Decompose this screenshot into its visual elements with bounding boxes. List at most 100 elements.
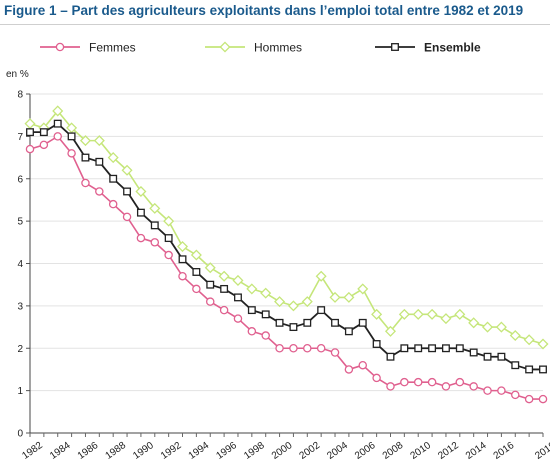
data-point-hommes — [246, 283, 258, 295]
data-point-ensemble — [220, 284, 229, 293]
data-point-femmes — [372, 373, 381, 383]
x-tick-label: 2016 — [492, 440, 517, 462]
data-point-ensemble — [95, 157, 104, 166]
data-point-ensemble — [192, 268, 201, 276]
data-point-femmes — [330, 348, 340, 357]
data-point-femmes — [233, 314, 243, 323]
data-point-hommes — [79, 135, 91, 147]
x-tick-label: 2012 — [436, 440, 461, 462]
data-point-femmes — [455, 377, 465, 387]
data-point-femmes — [219, 305, 229, 315]
data-point-femmes — [81, 178, 90, 188]
series-line-femmes — [29, 135, 543, 400]
data-point-ensemble — [428, 344, 437, 353]
data-point-ensemble — [275, 318, 284, 327]
x-tick-label: 1986 — [76, 440, 101, 462]
data-point-ensemble — [469, 348, 478, 357]
data-point-ensemble — [525, 365, 534, 374]
data-point-ensemble — [261, 310, 270, 319]
data-point-femmes — [469, 382, 478, 391]
data-point-hommes — [232, 274, 244, 286]
data-point-hommes — [135, 185, 147, 197]
y-tick-label: 2 — [17, 344, 23, 355]
data-point-femmes — [344, 365, 354, 374]
data-point-ensemble — [372, 340, 381, 348]
data-point-hommes — [274, 296, 286, 308]
legend-marker-hommes — [219, 41, 231, 53]
data-point-hommes — [343, 291, 355, 303]
data-point-femmes — [538, 394, 548, 404]
data-point-ensemble — [331, 318, 339, 327]
x-tick-label: 2004 — [325, 440, 350, 462]
data-point-hommes — [398, 308, 410, 320]
x-tick-label: 2014 — [464, 440, 489, 462]
x-tick-label: 1982 — [20, 440, 45, 462]
data-point-ensemble — [539, 365, 547, 374]
data-point-ensemble — [234, 293, 242, 302]
data-point-hommes — [412, 308, 424, 320]
data-point-ensemble — [511, 361, 520, 370]
y-tick-label: 6 — [17, 174, 23, 185]
data-point-femmes — [427, 377, 437, 387]
chart-area: 0 1 2 3 4 5 6 7 8 en % 1982 1984 1986 1988 1990 1992 199… — [0, 24, 550, 475]
data-point-ensemble — [303, 318, 312, 327]
x-tick-label: 1992 — [159, 440, 184, 462]
x-tick-label: 1984 — [48, 440, 73, 462]
data-point-ensemble — [150, 221, 159, 230]
data-point-femmes — [205, 297, 215, 306]
data-point-femmes — [95, 187, 104, 196]
data-point-ensemble — [497, 352, 506, 361]
data-point-femmes — [178, 271, 187, 281]
data-point-hommes — [537, 338, 549, 350]
data-point-hommes — [482, 321, 494, 333]
data-point-femmes — [303, 343, 312, 353]
data-point-femmes — [497, 386, 506, 395]
data-point-hommes — [218, 270, 230, 282]
data-point-ensemble — [317, 306, 326, 315]
x-tick-label: 2000 — [270, 440, 295, 462]
y-tick-label: 8 — [17, 90, 23, 101]
y-tick-label: 3 — [17, 301, 23, 312]
data-point-ensemble — [67, 132, 76, 141]
data-point-ensemble — [386, 352, 395, 361]
data-point-hommes — [357, 283, 369, 295]
data-point-hommes — [495, 321, 507, 333]
data-point-ensemble — [414, 344, 423, 353]
data-point-femmes — [524, 394, 534, 404]
data-point-femmes — [108, 199, 118, 209]
data-point-femmes — [316, 343, 326, 353]
x-tick-label: 2010 — [409, 440, 434, 462]
y-tick-label: 1 — [17, 386, 23, 397]
x-tick-label: 2008 — [381, 440, 406, 462]
data-point-femmes — [483, 386, 492, 395]
data-point-ensemble — [39, 128, 48, 137]
data-point-femmes — [275, 343, 284, 353]
x-tick-label: 1998 — [242, 440, 267, 462]
data-point-hommes — [329, 291, 341, 303]
data-point-hommes — [121, 164, 133, 176]
series-line-ensemble — [30, 122, 543, 371]
legend-label-femmes: Femmes — [89, 41, 136, 55]
legend-marker-femmes — [55, 42, 65, 52]
data-point-hommes — [301, 296, 313, 308]
data-point-ensemble — [455, 344, 464, 353]
data-point-hommes — [523, 334, 535, 346]
y-tick-label: 7 — [17, 132, 23, 143]
data-point-ensemble — [358, 318, 367, 327]
data-point-ensemble — [206, 280, 215, 289]
figure-title: Figure 1 – Part des agriculteurs exploit… — [4, 3, 524, 18]
data-point-femmes — [53, 132, 62, 141]
data-point-ensemble — [136, 208, 145, 217]
y-tick-label: 4 — [17, 259, 23, 270]
x-tick-label: 2019 — [533, 440, 550, 462]
data-point-ensemble — [247, 306, 256, 315]
data-point-hommes — [371, 308, 383, 320]
data-point-ensemble — [400, 344, 409, 353]
data-point-hommes — [204, 262, 216, 274]
legend-label-hommes: Hommes — [254, 41, 302, 55]
data-point-hommes — [260, 287, 272, 299]
x-tick-label: 1990 — [131, 440, 156, 462]
x-tick-label: 2002 — [298, 440, 323, 462]
